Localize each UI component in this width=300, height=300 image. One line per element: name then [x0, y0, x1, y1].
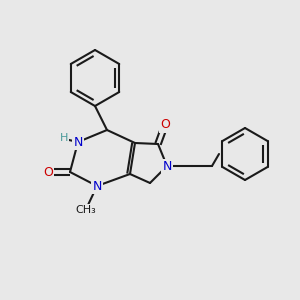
- Text: N: N: [73, 136, 83, 148]
- Text: H: H: [60, 133, 68, 143]
- Text: CH₃: CH₃: [76, 205, 96, 215]
- Text: O: O: [43, 166, 53, 178]
- Text: N: N: [162, 160, 172, 172]
- Text: O: O: [160, 118, 170, 131]
- Text: N: N: [92, 179, 102, 193]
